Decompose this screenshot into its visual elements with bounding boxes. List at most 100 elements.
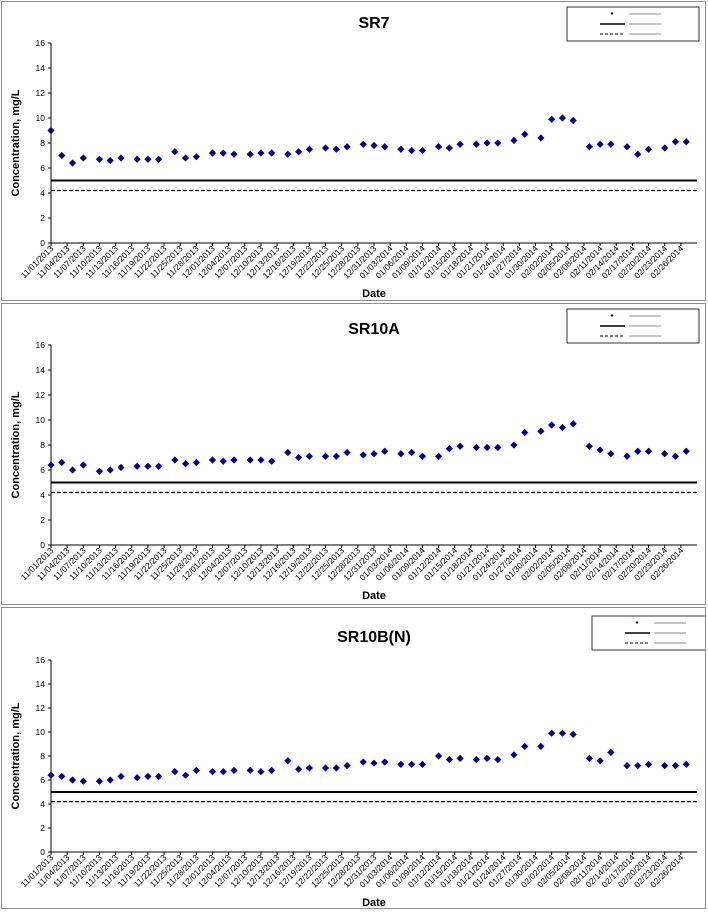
data-point xyxy=(68,159,77,167)
data-point xyxy=(558,114,567,122)
y-tick-label: 4 xyxy=(40,490,45,500)
data-point xyxy=(246,766,254,774)
data-point xyxy=(295,453,303,462)
data-point xyxy=(644,447,653,455)
data-point xyxy=(58,772,66,780)
data-point xyxy=(537,134,545,142)
data-point xyxy=(155,155,163,163)
data-point xyxy=(596,757,604,765)
data-point xyxy=(510,751,518,759)
data-point xyxy=(208,149,217,157)
y-axis-label: Concentration, mg/L xyxy=(10,702,22,809)
data-point xyxy=(456,754,464,762)
data-point xyxy=(79,461,87,469)
data-point xyxy=(144,462,152,470)
data-point xyxy=(644,760,653,768)
data-point xyxy=(284,757,292,765)
data-point xyxy=(596,140,604,148)
y-tick-label: 14 xyxy=(36,365,46,375)
data-point xyxy=(370,141,378,150)
data-point xyxy=(268,149,276,157)
data-point xyxy=(95,467,104,475)
y-tick-label: 4 xyxy=(40,188,45,198)
data-point xyxy=(192,153,200,161)
data-point xyxy=(47,461,55,469)
data-point xyxy=(181,460,190,468)
data-point xyxy=(418,146,427,155)
data-point xyxy=(268,457,276,465)
chart-title: SR10B(N) xyxy=(337,629,411,646)
y-axis-label: Concentration, mg/L xyxy=(10,391,22,498)
legend-marker xyxy=(610,12,614,15)
data-point xyxy=(435,752,443,760)
data-point xyxy=(343,143,351,151)
legend-entry-blur xyxy=(629,33,661,35)
data-point xyxy=(494,443,502,452)
data-point xyxy=(623,452,631,460)
data-point xyxy=(408,760,416,768)
data-point xyxy=(483,139,491,147)
data-point xyxy=(332,452,340,460)
data-point xyxy=(117,463,125,472)
data-point xyxy=(95,777,104,785)
data-point xyxy=(47,771,55,779)
data-point xyxy=(133,462,141,470)
data-point xyxy=(483,754,491,762)
data-point xyxy=(445,144,453,152)
data-point xyxy=(257,149,265,157)
y-tick-label: 6 xyxy=(40,465,45,475)
data-point xyxy=(181,154,190,162)
x-axis-label: Date xyxy=(362,590,386,602)
y-tick-label: 12 xyxy=(36,703,46,713)
data-point xyxy=(634,447,642,455)
data-point xyxy=(332,145,340,153)
chart-title: SR10A xyxy=(348,321,400,338)
data-point xyxy=(671,762,680,770)
data-point xyxy=(607,450,615,458)
data-point xyxy=(246,150,254,158)
data-point xyxy=(456,442,464,450)
y-tick-label: 14 xyxy=(36,63,46,73)
data-point xyxy=(634,150,642,158)
legend-entry-blur xyxy=(629,325,661,327)
data-point xyxy=(682,138,690,146)
data-point xyxy=(537,742,545,750)
data-point xyxy=(192,458,200,467)
data-point xyxy=(661,144,669,152)
data-point xyxy=(381,143,389,151)
data-point xyxy=(397,450,405,458)
data-point xyxy=(397,145,405,153)
data-point xyxy=(171,768,179,776)
data-point xyxy=(284,150,292,158)
data-point xyxy=(208,768,217,776)
data-point xyxy=(117,154,125,162)
data-point xyxy=(370,759,378,767)
data-point xyxy=(456,140,464,148)
data-point xyxy=(192,766,200,774)
data-point xyxy=(472,443,480,452)
data-point xyxy=(219,149,227,157)
data-point xyxy=(181,771,190,779)
chart-panel-sr10b: SR10B(N) 0 2 4 6 8 10 12 14 16 11/01/2013 11/04/201… xyxy=(1,607,706,909)
data-point xyxy=(230,150,238,158)
chart-panel-sr10a: SR10A 0 2 4 6 8 10 12 14 16 11/01/2013 11/04/2013 11… xyxy=(1,303,706,605)
y-tick-label: 10 xyxy=(36,415,46,425)
y-axis-label: Concentration, mg/L xyxy=(10,89,22,196)
y-tick-label: 2 xyxy=(40,515,45,525)
data-point xyxy=(257,456,265,464)
chart-panel-sr7: SR7 0 2 4 6 8 10 12 14 16 11/01/2013 11/04/2013 11/0… xyxy=(1,1,706,301)
data-point xyxy=(321,144,330,152)
data-point xyxy=(79,777,87,785)
data-point xyxy=(230,456,238,464)
y-tick-label: 0 xyxy=(40,540,45,550)
data-point xyxy=(558,729,567,737)
data-point xyxy=(95,155,104,163)
data-point xyxy=(494,139,502,147)
y-tick-label: 10 xyxy=(36,113,46,123)
x-axis-label: Date xyxy=(362,288,386,300)
data-point xyxy=(585,143,593,151)
data-point xyxy=(596,446,604,454)
data-point xyxy=(171,456,179,464)
chart-title: SR7 xyxy=(358,15,389,32)
data-point xyxy=(117,772,125,780)
